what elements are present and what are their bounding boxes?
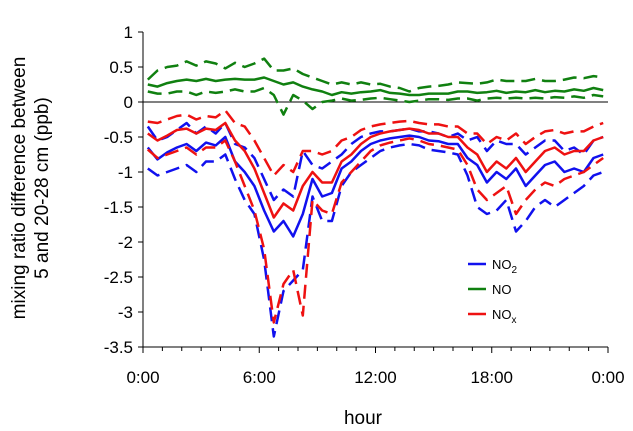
y-tick-label: 0 (124, 93, 133, 112)
y-axis-title-line-2: 5 and 20-28 cm (ppb) (32, 97, 53, 279)
series-nox-upper-line (147, 109, 604, 177)
y-axis-title: mixing ratio difference between 5 and 20… (9, 57, 53, 320)
series-nox-lower-line (146, 137, 604, 324)
legend-label-nox: NOx (492, 307, 517, 326)
legend-label-subscript: 2 (512, 265, 518, 276)
legend-label-no: NO (492, 282, 512, 297)
x-tick-label: 0:00 (126, 368, 159, 387)
y-tick-label: -3.5 (104, 338, 133, 357)
legend-label-main: NO (492, 282, 512, 297)
series-no-upper-line (146, 57, 604, 93)
y-tick-label: -1.5 (104, 198, 133, 217)
series-no2-upper-line (146, 121, 604, 202)
series-no2-lower-line (147, 142, 604, 338)
y-tick-label: -2 (118, 233, 133, 252)
x-tick-label: 12:00 (354, 368, 397, 387)
y-axis-title-line-1: mixing ratio difference between (9, 57, 30, 320)
x-tick-label: 6:00 (243, 368, 276, 387)
series-no-lower-line (147, 86, 604, 116)
series-nox-mean-line (147, 121, 604, 219)
series-no2-mean-line (146, 134, 604, 238)
x-tick-label: 18:00 (470, 368, 513, 387)
y-tick-label: -1 (118, 163, 133, 182)
legend-label-no2: NO2 (492, 257, 518, 276)
legend-label-main: NO (492, 257, 512, 272)
series-no-mean-line (147, 76, 604, 97)
legend-label-subscript: x (512, 315, 517, 326)
y-tick-label: 1 (124, 23, 133, 42)
y-tick-label: -2.5 (104, 268, 133, 287)
y-tick-label: 0.5 (109, 58, 133, 77)
plot-area (143, 57, 608, 338)
y-tick-label: -0.5 (104, 128, 133, 147)
x-axis-title: hour (344, 408, 383, 429)
y-tick-label: -3 (118, 303, 133, 322)
axes: 1 0.5 0 -0.5 -1 -1.5 -2 -2.5 -3 -3.5 0:00 6:00 12:00… (104, 23, 625, 387)
x-tick-label: 0:00 (591, 368, 624, 387)
legend-label-main: NO (492, 307, 512, 322)
